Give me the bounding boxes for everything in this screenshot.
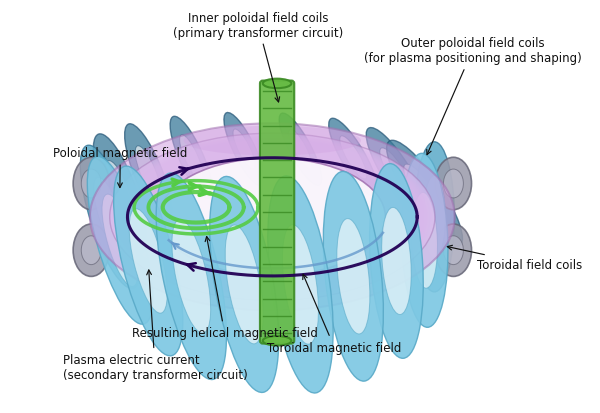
- Ellipse shape: [115, 137, 430, 298]
- Ellipse shape: [443, 170, 463, 198]
- Ellipse shape: [88, 157, 153, 325]
- Ellipse shape: [233, 130, 256, 170]
- Text: Inner poloidal field coils
(primary transformer circuit): Inner poloidal field coils (primary tran…: [173, 12, 343, 103]
- Ellipse shape: [156, 173, 226, 380]
- Text: Outer poloidal field coils
(for plasma positioning and shaping): Outer poloidal field coils (for plasma p…: [364, 37, 581, 155]
- Ellipse shape: [382, 208, 411, 315]
- Ellipse shape: [404, 165, 445, 223]
- Ellipse shape: [102, 195, 138, 287]
- Text: Toroidal field coils: Toroidal field coils: [448, 246, 583, 271]
- Ellipse shape: [172, 220, 211, 333]
- Ellipse shape: [81, 236, 101, 265]
- Ellipse shape: [225, 225, 263, 344]
- Ellipse shape: [224, 113, 265, 187]
- Ellipse shape: [94, 178, 127, 256]
- Ellipse shape: [73, 158, 109, 210]
- Ellipse shape: [436, 224, 472, 277]
- Ellipse shape: [80, 146, 140, 289]
- Ellipse shape: [135, 147, 161, 200]
- Ellipse shape: [366, 128, 427, 218]
- Ellipse shape: [415, 142, 454, 292]
- Text: Resulting helical magnetic field: Resulting helical magnetic field: [132, 237, 317, 339]
- Text: Toroidal magnetic field: Toroidal magnetic field: [267, 275, 401, 354]
- Ellipse shape: [112, 135, 433, 300]
- Ellipse shape: [323, 172, 383, 381]
- Ellipse shape: [268, 176, 333, 393]
- Ellipse shape: [380, 149, 413, 198]
- Ellipse shape: [436, 158, 472, 210]
- Ellipse shape: [123, 140, 422, 294]
- Ellipse shape: [337, 219, 370, 334]
- Ellipse shape: [279, 114, 322, 186]
- Ellipse shape: [283, 225, 319, 344]
- Ellipse shape: [119, 138, 425, 296]
- Text: Poloidal magnetic field: Poloidal magnetic field: [53, 147, 187, 188]
- Ellipse shape: [340, 137, 367, 180]
- Ellipse shape: [263, 79, 292, 89]
- Ellipse shape: [184, 126, 361, 156]
- Ellipse shape: [73, 224, 109, 277]
- Ellipse shape: [94, 135, 147, 253]
- Text: Plasma electric current
(secondary transformer circuit): Plasma electric current (secondary trans…: [62, 271, 247, 381]
- Ellipse shape: [184, 225, 361, 255]
- Ellipse shape: [401, 154, 448, 328]
- Ellipse shape: [159, 159, 385, 276]
- Ellipse shape: [90, 124, 455, 311]
- Ellipse shape: [386, 141, 463, 247]
- Ellipse shape: [81, 170, 101, 198]
- Ellipse shape: [121, 140, 424, 295]
- Ellipse shape: [113, 167, 183, 356]
- Ellipse shape: [110, 134, 435, 301]
- Ellipse shape: [210, 177, 278, 392]
- Ellipse shape: [329, 119, 378, 197]
- Ellipse shape: [129, 209, 167, 313]
- Ellipse shape: [424, 176, 445, 259]
- Ellipse shape: [412, 193, 437, 288]
- Ellipse shape: [125, 124, 172, 222]
- Ellipse shape: [110, 134, 435, 301]
- Ellipse shape: [179, 135, 203, 180]
- Ellipse shape: [370, 164, 423, 358]
- Ellipse shape: [170, 117, 212, 199]
- Ellipse shape: [263, 336, 292, 346]
- Ellipse shape: [289, 130, 312, 170]
- Ellipse shape: [113, 136, 431, 299]
- Ellipse shape: [106, 161, 135, 227]
- Ellipse shape: [443, 236, 463, 265]
- Ellipse shape: [117, 138, 427, 297]
- FancyBboxPatch shape: [260, 81, 294, 344]
